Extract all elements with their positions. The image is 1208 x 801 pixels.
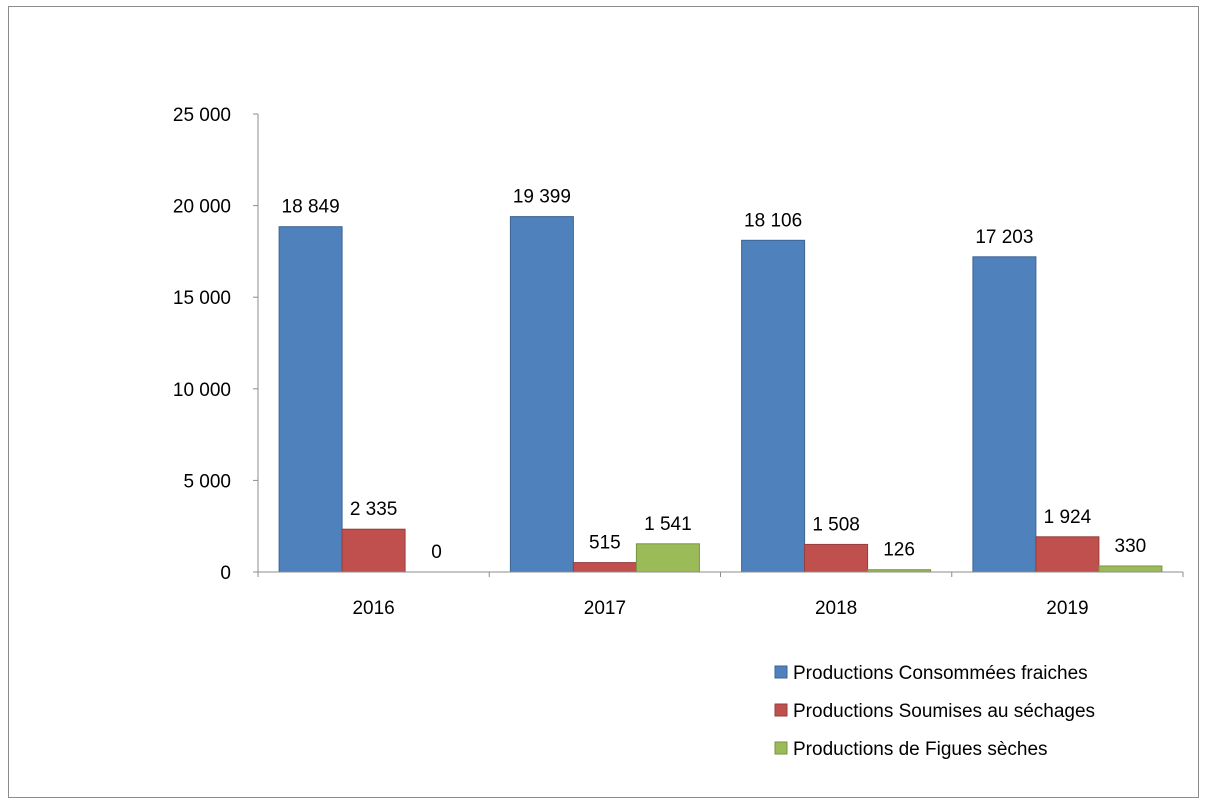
chart-axes: 0 5 000 10 000 15 000 20 000 25 000 2016 2017 20…	[173, 105, 1184, 619]
bar-productions-de-figues-seches-2019	[1098, 565, 1163, 573]
x-tick-label: 2017	[584, 598, 626, 619]
chart-data-labels: 18 849 19 399 18 106 17 203 2 335 515 1 508 1 9…	[282, 187, 1147, 563]
data-label: 18 849	[282, 197, 340, 218]
data-label: 1 541	[644, 514, 692, 535]
y-tick-label: 20 000	[173, 197, 231, 218]
bar-productions-consommees-fraiches-2019	[972, 256, 1037, 573]
chart-legend: Productions Consommées fraiches Productio…	[774, 663, 1095, 760]
bar-productions-soumises-au-sechages-2016	[341, 528, 406, 573]
bar-productions-soumises-au-sechages-2018	[804, 543, 869, 573]
data-label: 515	[589, 533, 621, 554]
legend-label-productions-consommees-fraiches: Productions Consommées fraiches	[793, 663, 1088, 684]
legend-label-productions-soumises-au-sechages: Productions Soumises au séchages	[793, 701, 1095, 722]
data-label: 17 203	[975, 227, 1033, 248]
y-tick-label: 15 000	[173, 288, 231, 309]
bar-productions-soumises-au-sechages-2019	[1035, 536, 1100, 573]
data-label: 1 508	[812, 514, 860, 535]
bar-productions-de-figues-seches-2017	[635, 543, 700, 573]
bar-productions-consommees-fraiches-2018	[741, 239, 806, 573]
data-label: 1 924	[1044, 507, 1092, 528]
x-tick-label: 2018	[815, 598, 857, 619]
data-label: 0	[431, 542, 442, 563]
legend-label-productions-de-figues-seches: Productions de Figues sèches	[793, 739, 1048, 760]
x-tick-label: 2019	[1046, 598, 1088, 619]
bar-productions-consommees-fraiches-2017	[509, 216, 574, 573]
y-tick-label: 10 000	[173, 380, 231, 401]
data-label: 18 106	[744, 210, 802, 231]
data-label: 19 399	[513, 187, 571, 208]
bar-productions-consommees-fraiches-2016	[278, 226, 343, 573]
data-label: 2 335	[350, 499, 398, 520]
y-tick-label: 25 000	[173, 105, 231, 126]
x-tick-label: 2016	[352, 598, 394, 619]
chart-marks	[278, 216, 1163, 573]
legend-swatch-productions-soumises-au-sechages	[774, 703, 788, 717]
legend-swatch-productions-consommees-fraiches	[774, 665, 788, 679]
legend-swatch-productions-de-figues-seches	[774, 741, 788, 755]
y-tick-label: 5 000	[183, 471, 231, 492]
bar-productions-soumises-au-sechages-2017	[572, 562, 637, 573]
data-label: 126	[883, 540, 915, 561]
data-label: 330	[1115, 536, 1147, 557]
y-tick-label: 0	[220, 563, 231, 584]
